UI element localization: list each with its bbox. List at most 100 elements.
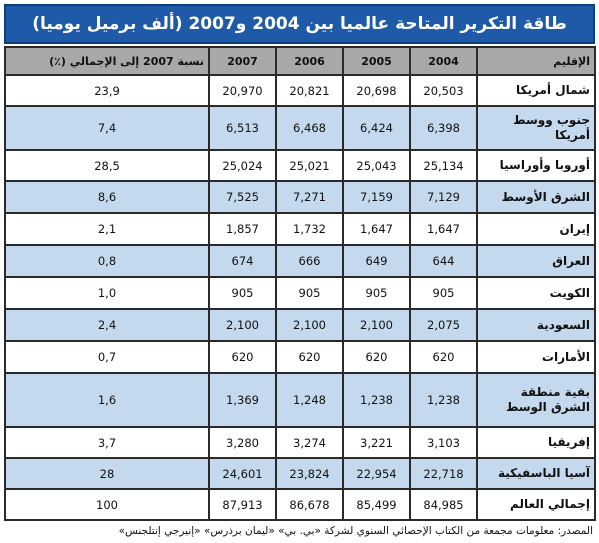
value-2007: 6,513	[208, 105, 277, 151]
region-cell: جنوب ووسط أمريكا	[476, 105, 596, 151]
page: طاقة التكرير المتاحة عالميا بين 2004 و20…	[4, 4, 596, 537]
value-2005: 1,647	[342, 212, 411, 246]
value-2004: 20,503	[409, 74, 478, 107]
value-2004: 84,985	[409, 488, 478, 521]
region-cell: إفريقيا	[476, 426, 596, 459]
region-cell: الشرق الأوسط	[476, 180, 596, 214]
table-row: أوروبا وأوراسيا 25,134 25,043 25,021 25,…	[4, 149, 596, 182]
share-cell: 8,6	[4, 180, 210, 214]
value-2007: 674	[208, 244, 277, 278]
value-2007: 620	[208, 340, 277, 374]
header-region: الإقليم	[476, 46, 596, 76]
table-row: إفريقيا 3,103 3,221 3,274 3,280 3,7	[4, 426, 596, 459]
value-2004: 25,134	[409, 149, 478, 182]
value-2006: 23,824	[275, 457, 344, 490]
value-2004: 22,718	[409, 457, 478, 490]
value-2006: 6,468	[275, 105, 344, 151]
share-cell: 1,6	[4, 372, 210, 428]
region-cell: آسيا الباسفيكية	[476, 457, 596, 490]
value-2006: 1,732	[275, 212, 344, 246]
source-note: المصدر: معلومات مجمعة من الكتاب الإحصائي…	[118, 525, 593, 537]
region-cell: إجمالي العالم	[476, 488, 596, 521]
value-2006: 666	[275, 244, 344, 278]
value-2004: 7,129	[409, 180, 478, 214]
header-2007: 2007	[208, 46, 277, 76]
value-2007: 7,525	[208, 180, 277, 214]
value-2005: 6,424	[342, 105, 411, 151]
value-2005: 3,221	[342, 426, 411, 459]
value-2004: 1,647	[409, 212, 478, 246]
value-2007: 1,857	[208, 212, 277, 246]
share-cell: 2,1	[4, 212, 210, 246]
table-row: شمال أمريكا 20,503 20,698 20,821 20,970 …	[4, 74, 596, 107]
region-cell: العراق	[476, 244, 596, 278]
share-cell: 7,4	[4, 105, 210, 151]
value-2004: 3,103	[409, 426, 478, 459]
value-2007: 905	[208, 276, 277, 310]
value-2004: 2,075	[409, 308, 478, 342]
value-2005: 2,100	[342, 308, 411, 342]
share-cell: 0,8	[4, 244, 210, 278]
table-row: جنوب ووسط أمريكا 6,398 6,424 6,468 6,513…	[4, 105, 596, 151]
value-2006: 620	[275, 340, 344, 374]
value-2005: 85,499	[342, 488, 411, 521]
value-2004: 1,238	[409, 372, 478, 428]
share-cell: 3,7	[4, 426, 210, 459]
value-2005: 7,159	[342, 180, 411, 214]
table-row: الشرق الأوسط 7,129 7,159 7,271 7,525 8,6	[4, 180, 596, 214]
value-2007: 1,369	[208, 372, 277, 428]
table-row: العراق 644 649 666 674 0,8	[4, 244, 596, 278]
value-2005: 1,238	[342, 372, 411, 428]
region-cell: الأمارات	[476, 340, 596, 374]
value-2005: 905	[342, 276, 411, 310]
value-2005: 649	[342, 244, 411, 278]
header-row: الإقليم 2004 2005 2006 2007 نسبة 2007 إل…	[4, 46, 596, 76]
share-cell: 28,5	[4, 149, 210, 182]
header-2006: 2006	[275, 46, 344, 76]
header-share: نسبة 2007 إلى الإجمالي (٪)	[4, 46, 210, 76]
value-2005: 25,043	[342, 149, 411, 182]
region-cell: بقية منطقة الشرق الوسط	[476, 372, 596, 428]
value-2007: 25,024	[208, 149, 277, 182]
value-2004: 620	[409, 340, 478, 374]
value-2006: 7,271	[275, 180, 344, 214]
value-2004: 905	[409, 276, 478, 310]
table-row: بقية منطقة الشرق الوسط 1,238 1,238 1,248…	[4, 372, 596, 428]
value-2006: 2,100	[275, 308, 344, 342]
value-2005: 22,954	[342, 457, 411, 490]
table-row: إجمالي العالم 84,985 85,499 86,678 87,91…	[4, 488, 596, 521]
value-2004: 644	[409, 244, 478, 278]
share-cell: 2,4	[4, 308, 210, 342]
value-2006: 86,678	[275, 488, 344, 521]
value-2006: 25,021	[275, 149, 344, 182]
value-2007: 24,601	[208, 457, 277, 490]
share-cell: 23,9	[4, 74, 210, 107]
value-2005: 20,698	[342, 74, 411, 107]
value-2006: 20,821	[275, 74, 344, 107]
header-2004: 2004	[409, 46, 478, 76]
value-2006: 3,274	[275, 426, 344, 459]
region-cell: شمال أمريكا	[476, 74, 596, 107]
value-2006: 1,248	[275, 372, 344, 428]
table-row: الأمارات 620 620 620 620 0,7	[4, 340, 596, 374]
refining-capacity-table: الإقليم 2004 2005 2006 2007 نسبة 2007 إل…	[4, 46, 596, 521]
region-cell: الكويت	[476, 276, 596, 310]
value-2007: 3,280	[208, 426, 277, 459]
table-row: السعودية 2,075 2,100 2,100 2,100 2,4	[4, 308, 596, 342]
value-2005: 620	[342, 340, 411, 374]
share-cell: 0,7	[4, 340, 210, 374]
value-2007: 2,100	[208, 308, 277, 342]
value-2007: 87,913	[208, 488, 277, 521]
region-cell: إيران	[476, 212, 596, 246]
table-row: آسيا الباسفيكية 22,718 22,954 23,824 24,…	[4, 457, 596, 490]
header-2005: 2005	[342, 46, 411, 76]
region-cell: أوروبا وأوراسيا	[476, 149, 596, 182]
region-cell: السعودية	[476, 308, 596, 342]
share-cell: 100	[4, 488, 210, 521]
table-title: طاقة التكرير المتاحة عالميا بين 2004 و20…	[4, 4, 595, 44]
table-row: إيران 1,647 1,647 1,732 1,857 2,1	[4, 212, 596, 246]
table-row: الكويت 905 905 905 905 1,0	[4, 276, 596, 310]
value-2006: 905	[275, 276, 344, 310]
value-2007: 20,970	[208, 74, 277, 107]
value-2004: 6,398	[409, 105, 478, 151]
